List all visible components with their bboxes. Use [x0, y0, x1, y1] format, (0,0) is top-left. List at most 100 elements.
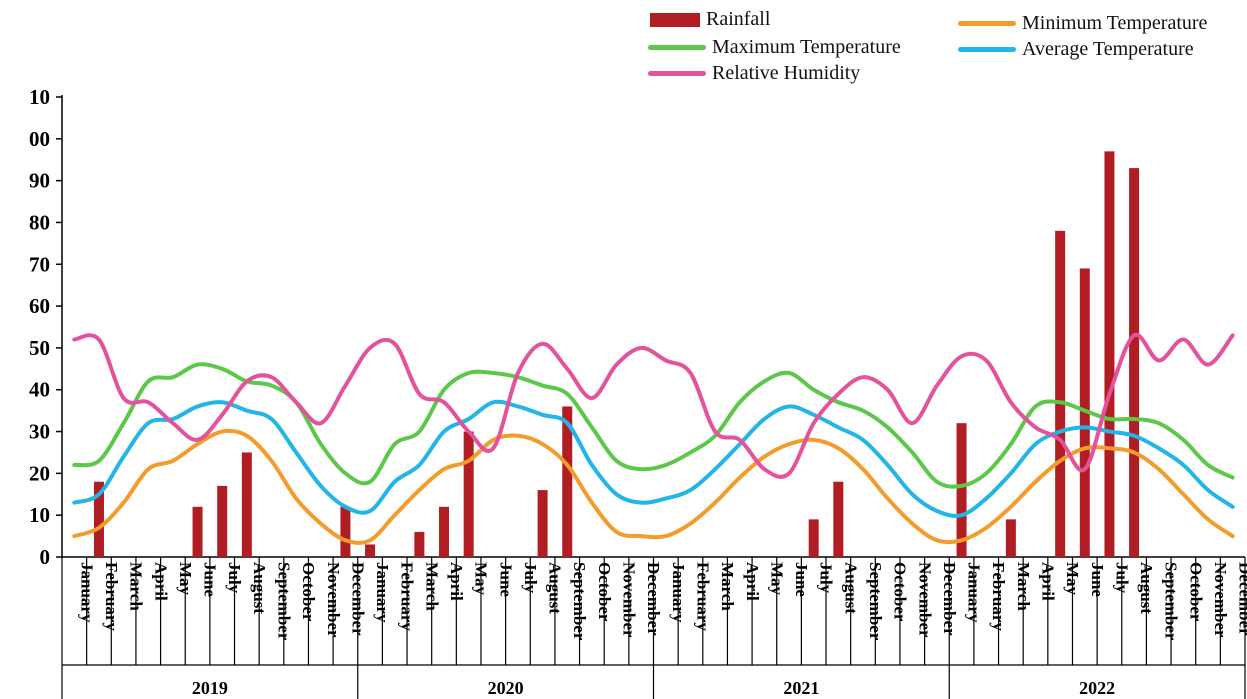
x-tick-label: May [1063, 562, 1082, 596]
y-tick-label: 80 [29, 210, 50, 234]
rainfall-bar [340, 506, 351, 557]
rainfall-bar [1005, 519, 1016, 557]
legend-label: Minimum Temperature [1022, 12, 1208, 34]
rainfall-bar [1129, 168, 1140, 557]
legend-item-avg: Average Temperature [958, 38, 1194, 61]
legend-swatch [648, 71, 706, 76]
x-tick-label: October [299, 562, 318, 622]
y-tick-label: 0 [40, 545, 51, 569]
avg-line [72, 399, 1235, 518]
rainfall-bar [1055, 230, 1066, 557]
x-tick-label: November [1211, 562, 1230, 638]
y-tick-label: 30 [29, 420, 50, 444]
x-tick-label: May [767, 562, 786, 596]
x-tick-label: June [201, 562, 220, 597]
x-tick-label: February [102, 562, 121, 631]
x-tick-label: September [274, 562, 293, 641]
x-tick-label: February [398, 562, 417, 631]
rainfall-bar [414, 531, 425, 557]
x-tick-label: December [1236, 562, 1247, 636]
x-tick-label: November [915, 562, 934, 638]
y-tick-label: 00 [29, 127, 50, 151]
year-label: 2019 [192, 678, 228, 698]
year-label: 2020 [488, 678, 524, 698]
x-tick-label: August [841, 562, 860, 614]
min-line [72, 428, 1235, 545]
x-tick-label: February [693, 562, 712, 631]
x-tick-label: November [324, 562, 343, 638]
y-tick-label: 50 [29, 336, 50, 360]
x-tick-label: March [422, 562, 441, 611]
legend-item-max: Maximum Temperature [648, 36, 901, 59]
legend-item-rainfall: Rainfall [650, 8, 770, 31]
y-tick-label: 70 [29, 252, 50, 276]
y-tick-label: 20 [29, 461, 50, 485]
x-tick-label: July [1112, 562, 1131, 594]
max-line [72, 362, 1235, 489]
legend-item-min: Minimum Temperature [958, 12, 1207, 35]
legend-swatch [958, 21, 1016, 26]
y-tick-label: 10 [29, 85, 50, 109]
legend-swatch [648, 45, 706, 50]
legend-item-rh: Relative Humidity [648, 62, 860, 85]
x-tick-label: June [792, 562, 811, 597]
rainfall-bar [956, 423, 967, 557]
legend-label: Relative Humidity [712, 62, 861, 84]
x-tick-label: December [348, 562, 367, 636]
rainfall-bar [833, 481, 844, 557]
rainfall-bar [537, 490, 548, 557]
y-tick-label: 60 [29, 294, 50, 318]
x-tick-label: October [1186, 562, 1205, 622]
x-tick-label: April [151, 562, 170, 601]
rainfall-bar [365, 544, 376, 557]
legend-label: Average Temperature [1022, 38, 1194, 60]
x-tick-label: December [940, 562, 959, 636]
rainfall-bar [439, 506, 450, 557]
x-tick-label: May [472, 562, 491, 596]
x-tick-label: August [250, 562, 269, 614]
legend-swatch [650, 12, 700, 27]
x-tick-label: April [447, 562, 466, 601]
x-tick-label: January [965, 562, 984, 623]
x-tick-label: September [570, 562, 589, 641]
x-tick-label: October [891, 562, 910, 622]
x-tick-label: February [989, 562, 1008, 631]
rainfall-bar [217, 485, 228, 557]
rainfall-bar [192, 506, 203, 557]
x-tick-label: November [620, 562, 639, 638]
legend-label: Rainfall [706, 8, 771, 30]
x-tick-label: May [176, 562, 195, 596]
x-tick-label: March [127, 562, 146, 611]
rainfall-bar [562, 406, 573, 557]
year-label: 2022 [1079, 678, 1115, 698]
x-tick-label: August [1137, 562, 1156, 614]
y-tick-label: 90 [29, 169, 50, 193]
x-tick-label: January [373, 562, 392, 623]
year-label: 2021 [783, 678, 819, 698]
x-tick-label: January [77, 562, 96, 623]
x-tick-label: April [1039, 562, 1058, 601]
x-tick-label: June [496, 562, 515, 597]
y-tick-label: 40 [29, 378, 50, 402]
legend-label: Maximum Temperature [712, 36, 901, 58]
x-tick-label: July [225, 562, 244, 594]
rainfall-bar [241, 452, 252, 557]
rainfall-bar [93, 481, 104, 557]
x-tick-label: July [817, 562, 836, 594]
x-tick-label: December [644, 562, 663, 636]
x-tick-label: October [595, 562, 614, 622]
rh-line [72, 332, 1235, 479]
x-tick-label: June [1088, 562, 1107, 597]
x-tick-label: July [521, 562, 540, 594]
x-tick-label: April [743, 562, 762, 601]
x-tick-label: August [546, 562, 565, 614]
rainfall-bar [463, 431, 474, 557]
x-tick-label: January [669, 562, 688, 623]
x-tick-label: September [866, 562, 885, 641]
x-tick-label: September [1162, 562, 1181, 641]
legend-swatch [958, 47, 1016, 52]
x-tick-label: March [718, 562, 737, 611]
rainfall-bar [808, 519, 819, 557]
x-tick-label: March [1014, 562, 1033, 611]
